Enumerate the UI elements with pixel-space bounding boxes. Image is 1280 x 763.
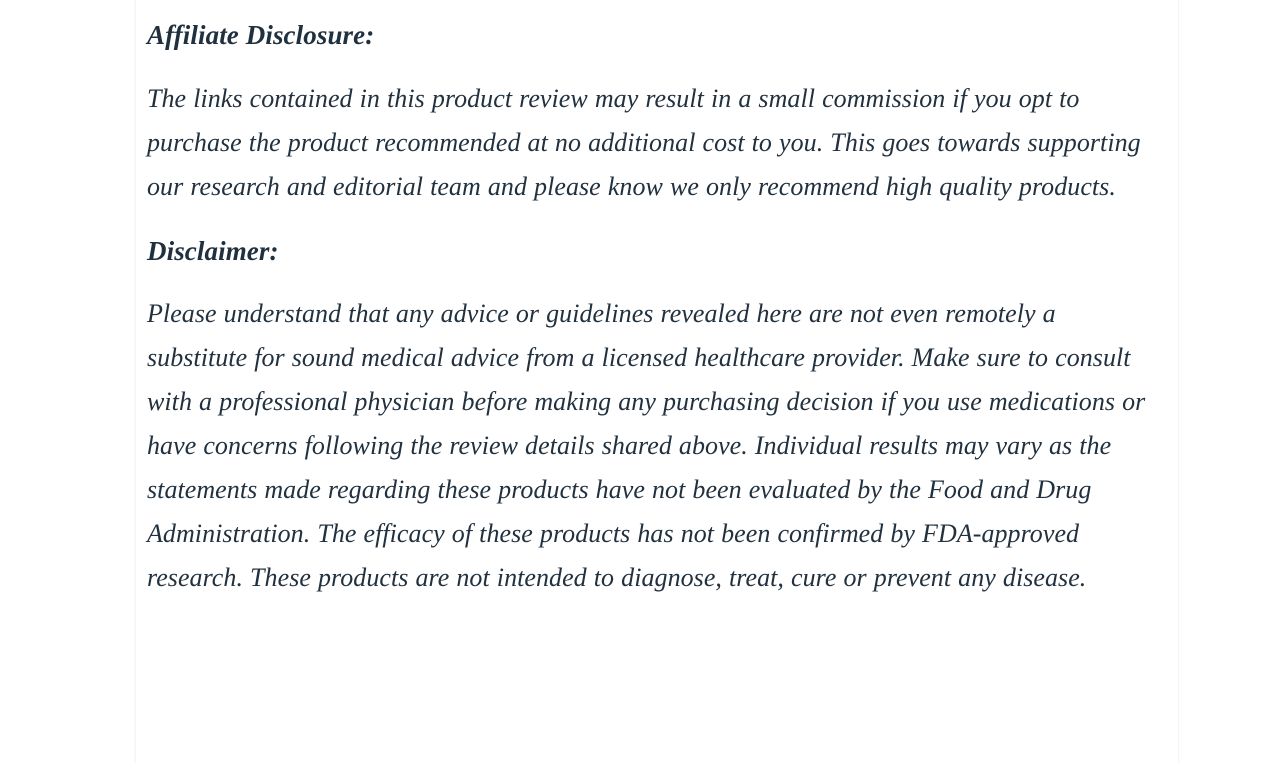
affiliate-disclosure-paragraph: The links contained in this product revi…	[147, 84, 1141, 201]
article-body: Affiliate Disclosure: The links containe…	[147, 0, 1161, 600]
content-right-rule	[1178, 0, 1179, 763]
article-content-column: Affiliate Disclosure: The links containe…	[134, 0, 1180, 763]
content-left-rule	[135, 0, 136, 763]
disclaimer-heading: Disclaimer:	[147, 236, 279, 266]
spacer	[147, 268, 1161, 292]
spacer	[147, 209, 1161, 234]
affiliate-disclosure-heading: Affiliate Disclosure:	[147, 20, 375, 50]
spacer	[147, 52, 1161, 77]
disclaimer-paragraph: Please understand that any advice or gui…	[147, 299, 1146, 592]
